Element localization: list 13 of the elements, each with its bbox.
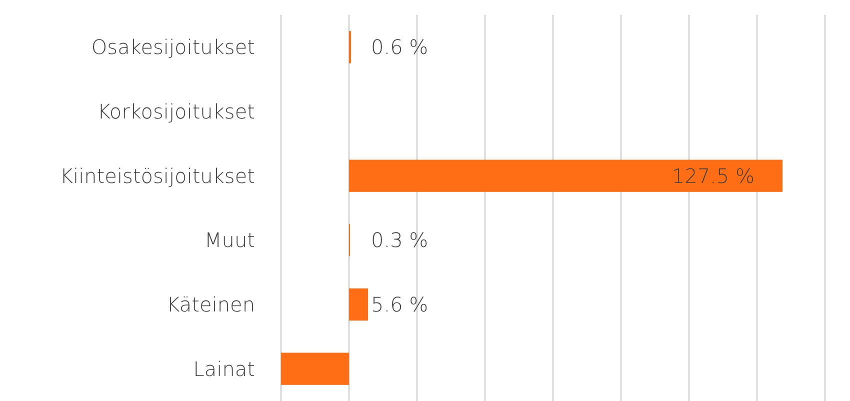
data-label: 0.6 % <box>371 35 428 60</box>
y-tick-label: Lainat <box>193 356 255 381</box>
bar <box>349 160 782 192</box>
data-label: 127.5 % <box>672 164 754 188</box>
y-tick-label: Käteinen <box>166 292 255 316</box>
data-label: 0.3 % <box>371 228 428 252</box>
y-tick-label: Muut <box>204 228 255 252</box>
bar <box>349 288 368 321</box>
data-label: 5.6 % <box>371 292 428 316</box>
y-tick-label: Korkosijoitukset <box>97 100 255 124</box>
y-tick-label: Osakesijoitukset <box>91 35 255 60</box>
bar <box>281 352 349 385</box>
y-tick-label: Kiinteistösijoitukset <box>60 164 255 188</box>
